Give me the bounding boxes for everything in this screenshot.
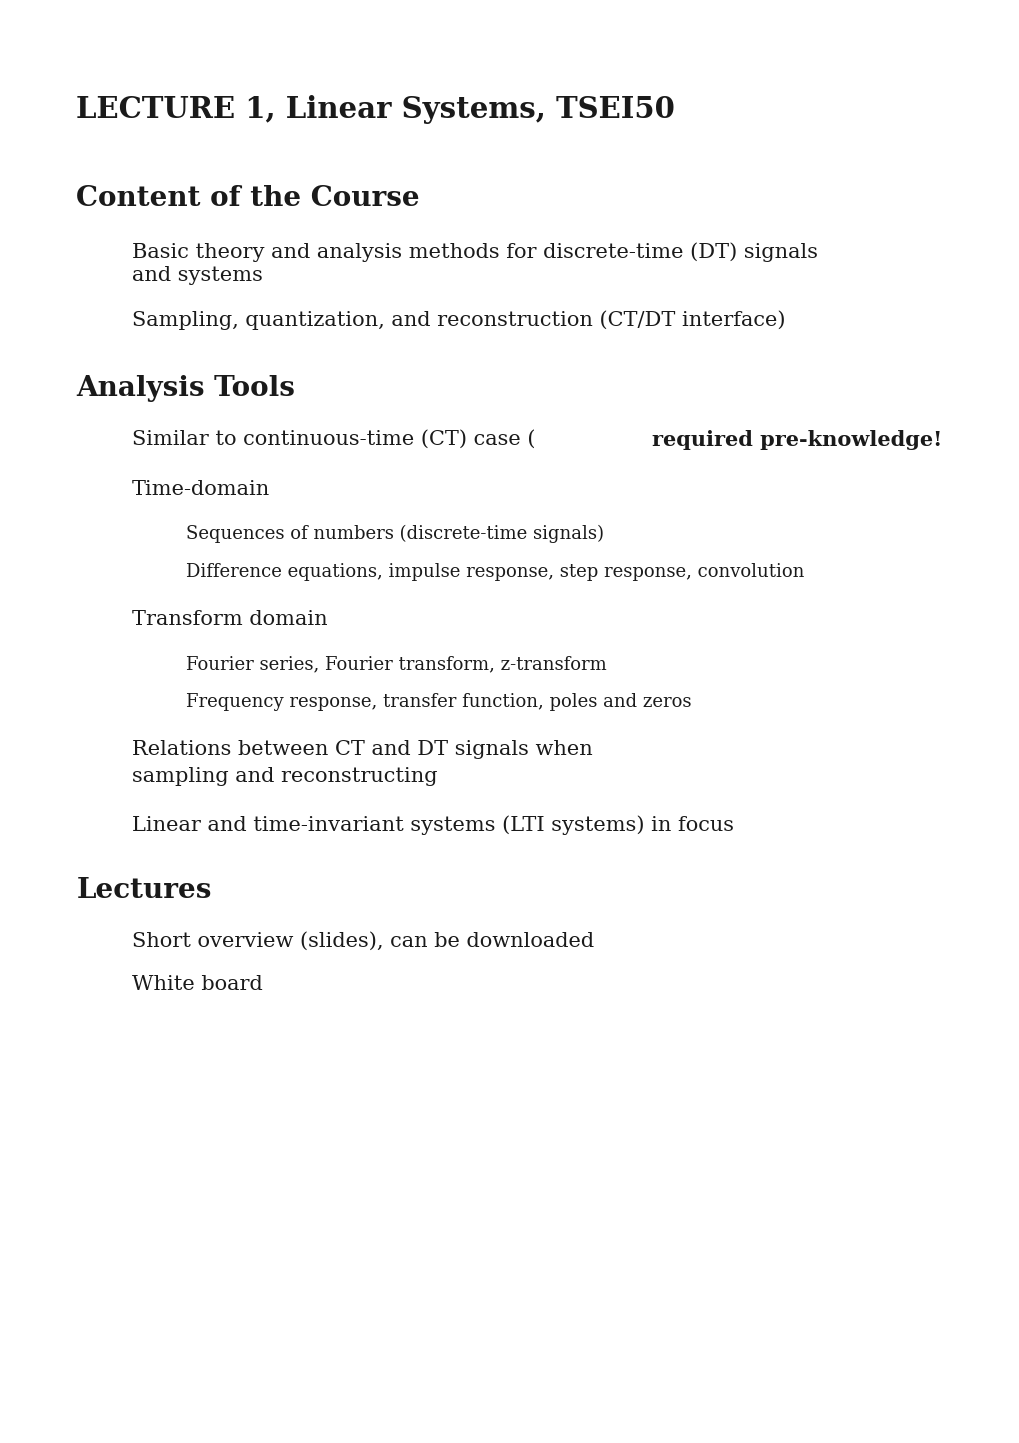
Text: Difference equations, impulse response, step response, convolution: Difference equations, impulse response, … [186, 563, 804, 582]
Text: Similar to continuous-time (CT) case (: Similar to continuous-time (CT) case ( [131, 430, 535, 449]
Text: required pre-knowledge!: required pre-knowledge! [651, 430, 942, 450]
Text: Sequences of numbers (discrete-time signals): Sequences of numbers (discrete-time sign… [186, 525, 604, 543]
Text: Transform domain: Transform domain [131, 610, 327, 629]
Text: Frequency response, transfer function, poles and zeros: Frequency response, transfer function, p… [186, 693, 691, 711]
Text: Time-domain: Time-domain [131, 481, 269, 499]
Text: Relations between CT and DT signals when
sampling and reconstructing: Relations between CT and DT signals when… [131, 740, 592, 785]
Text: Short overview (slides), can be downloaded: Short overview (slides), can be download… [131, 932, 593, 951]
Text: Basic theory and analysis methods for discrete-time (DT) signals
and systems: Basic theory and analysis methods for di… [131, 242, 816, 286]
Text: White board: White board [131, 975, 262, 994]
Text: LECTURE 1, Linear Systems, TSEI50: LECTURE 1, Linear Systems, TSEI50 [76, 95, 675, 124]
Text: Lectures: Lectures [76, 877, 212, 903]
Text: Linear and time-invariant systems (LTI systems) in focus: Linear and time-invariant systems (LTI s… [131, 815, 733, 834]
Text: Analysis Tools: Analysis Tools [76, 375, 296, 403]
Text: Content of the Course: Content of the Course [76, 185, 420, 212]
Text: Sampling, quantization, and reconstruction (CT/DT interface): Sampling, quantization, and reconstructi… [131, 310, 785, 329]
Text: Fourier series, Fourier transform, z-transform: Fourier series, Fourier transform, z-tra… [186, 655, 606, 672]
